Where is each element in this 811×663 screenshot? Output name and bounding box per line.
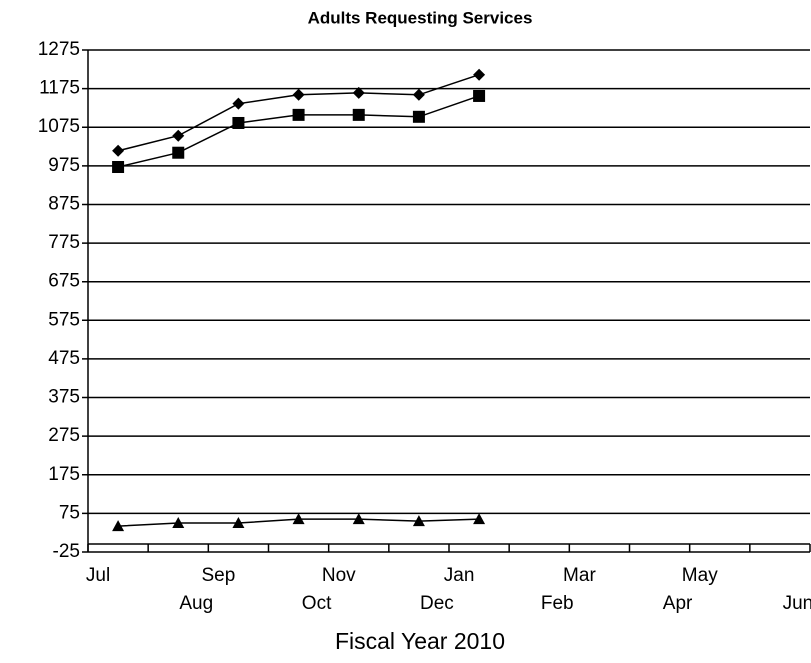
marker	[473, 513, 486, 525]
marker	[232, 517, 245, 529]
marker	[473, 89, 486, 102]
y-tick-label: 1275	[38, 39, 80, 60]
marker	[292, 88, 305, 101]
series-line	[117, 95, 480, 168]
marker	[352, 86, 365, 99]
marker	[232, 116, 245, 129]
x-tick-label: Mar	[563, 565, 596, 586]
y-tick-label: 1175	[39, 78, 80, 99]
y-tick-label: 75	[59, 502, 80, 523]
x-axis-label: Fiscal Year 2010	[335, 628, 505, 654]
x-tick-label: Jan	[444, 565, 475, 586]
marker	[172, 517, 185, 529]
y-tick-label: 275	[48, 425, 80, 446]
marker	[352, 513, 365, 525]
marker	[112, 161, 125, 174]
x-tick-label: Jun	[783, 593, 811, 614]
marker	[172, 129, 185, 142]
y-tick-label: 875	[48, 193, 80, 214]
x-tick-label: Apr	[663, 593, 693, 614]
y-tick-label: 1075	[38, 116, 80, 137]
y-tick-label: 975	[48, 155, 80, 176]
x-tick-label: Nov	[322, 565, 356, 586]
x-tick-label: May	[682, 565, 718, 586]
x-tick-label: Oct	[302, 593, 332, 614]
marker	[112, 144, 125, 157]
marker	[412, 110, 425, 123]
x-tick-label: Feb	[541, 593, 574, 614]
y-tick-label: -25	[53, 541, 80, 562]
x-tick-label: Jul	[86, 565, 110, 586]
x-tick-label: Aug	[179, 593, 213, 614]
marker	[232, 97, 245, 110]
marker	[292, 513, 305, 525]
chart-title: Adults Requesting Services	[308, 8, 533, 27]
y-tick-label: 475	[48, 348, 80, 369]
y-tick-label: 775	[48, 232, 80, 253]
marker	[352, 108, 365, 121]
y-tick-label: 175	[48, 464, 80, 485]
y-tick-label: 675	[48, 271, 80, 292]
marker	[292, 108, 305, 121]
marker	[172, 146, 185, 159]
x-tick-label: Dec	[420, 593, 454, 614]
marker	[412, 515, 425, 527]
marker	[412, 88, 425, 101]
marker	[112, 520, 125, 532]
y-tick-label: 575	[48, 309, 80, 330]
x-tick-label: Sep	[202, 565, 236, 586]
marker	[473, 68, 486, 81]
y-tick-label: 375	[48, 387, 80, 408]
